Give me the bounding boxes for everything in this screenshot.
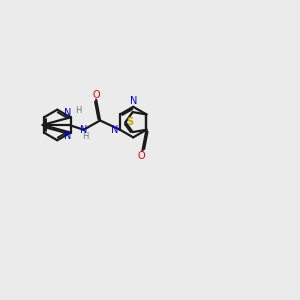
Text: N: N xyxy=(64,109,72,118)
Text: N: N xyxy=(64,131,72,141)
Text: O: O xyxy=(137,151,145,161)
Text: S: S xyxy=(126,117,134,127)
Text: N: N xyxy=(130,97,137,106)
Text: H: H xyxy=(75,106,81,115)
Text: H: H xyxy=(82,132,89,141)
Text: N: N xyxy=(111,125,118,135)
Text: N: N xyxy=(80,125,87,135)
Text: O: O xyxy=(92,90,100,100)
